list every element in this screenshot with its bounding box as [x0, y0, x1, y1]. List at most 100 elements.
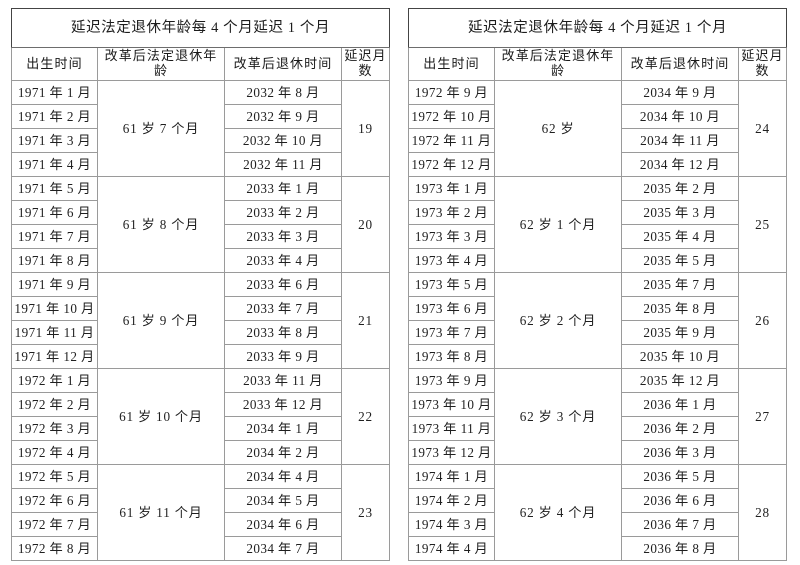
cell-retirement-date: 2035 年 7 月 — [621, 272, 739, 297]
cell-birth-time: 1971 年 6 月 — [11, 200, 98, 225]
cell-delay-months: 24 — [737, 80, 788, 177]
cell-retirement-date: 2035 年 4 月 — [621, 224, 739, 249]
table-title: 延迟法定退休年龄每 4 个月延迟 1 个月 — [408, 8, 787, 48]
table-row: 1971 年 8 月 2033 年 4 月 — [11, 248, 390, 273]
cell-retirement-date: 2036 年 5 月 — [621, 464, 739, 489]
cell-retirement-date: 2034 年 2 月 — [224, 440, 342, 465]
cell-birth-time: 1972 年 12 月 — [408, 152, 495, 177]
table-row: 1973 年 6 月 2035 年 8 月 — [408, 296, 787, 321]
cell-retirement-age: 61 岁 9 个月 — [97, 272, 225, 369]
cell-retirement-date: 2034 年 9 月 — [621, 80, 739, 105]
cell-retirement-age: 61 岁 7 个月 — [97, 80, 225, 177]
cell-retirement-date: 2033 年 9 月 — [224, 344, 342, 369]
table-row: 1974 年 1 月 62 岁 4 个月 2036 年 5 月 28 — [408, 464, 788, 561]
cell-birth-time: 1974 年 3 月 — [408, 512, 495, 537]
table-header-row: 出生时间 改革后法定退休年龄 改革后退休时间 延迟月数 — [11, 47, 391, 81]
cell-delay-months: 26 — [737, 272, 788, 369]
table-header-row: 出生时间 改革后法定退休年龄 改革后退休时间 延迟月数 — [408, 47, 788, 81]
cell-retirement-age: 61 岁 8 个月 — [97, 176, 225, 273]
table-title-row: 延迟法定退休年龄每 4 个月延迟 1 个月 — [408, 8, 787, 48]
cell-retirement-age: 61 岁 10 个月 — [97, 368, 225, 465]
column-header-birth-time: 出生时间 — [408, 47, 495, 81]
cell-retirement-age: 62 岁 — [494, 80, 622, 177]
cell-retirement-date: 2033 年 2 月 — [224, 200, 342, 225]
cell-birth-time: 1972 年 6 月 — [11, 488, 98, 513]
cell-delay-months: 20 — [340, 176, 391, 273]
cell-birth-time: 1971 年 3 月 — [11, 128, 98, 153]
cell-retirement-date: 2036 年 3 月 — [621, 440, 739, 465]
cell-retirement-date: 2035 年 3 月 — [621, 200, 739, 225]
cell-retirement-date: 2032 年 10 月 — [224, 128, 342, 153]
table-row: 1971 年 4 月 2032 年 11 月 — [11, 152, 390, 177]
cell-birth-time: 1973 年 4 月 — [408, 248, 495, 273]
table-row: 1973 年 1 月 62 岁 1 个月 2035 年 2 月 25 — [408, 176, 788, 273]
cell-birth-time: 1971 年 12 月 — [11, 344, 98, 369]
table-title: 延迟法定退休年龄每 4 个月延迟 1 个月 — [11, 8, 390, 48]
cell-retirement-age: 62 岁 1 个月 — [494, 176, 622, 273]
table-row: 1971 年 6 月 2033 年 2 月 — [11, 200, 390, 225]
table-row: 1974 年 2 月 2036 年 6 月 — [408, 488, 787, 513]
retirement-table-right: 延迟法定退休年龄每 4 个月延迟 1 个月 出生时间 改革后法定退休年龄 改革后退休时… — [408, 8, 788, 561]
table-row: 1972 年 2 月 2033 年 12 月 — [11, 392, 390, 417]
cell-retirement-date: 2036 年 2 月 — [621, 416, 739, 441]
table-row: 1974 年 4 月 2036 年 8 月 — [408, 536, 787, 561]
table-row: 1973 年 3 月 2035 年 4 月 — [408, 224, 787, 249]
cell-delay-months: 27 — [737, 368, 788, 465]
table-row: 1972 年 10 月 2034 年 10 月 — [408, 104, 787, 129]
cell-retirement-date: 2034 年 1 月 — [224, 416, 342, 441]
table-row: 1971 年 11 月 2033 年 8 月 — [11, 320, 390, 345]
cell-birth-time: 1971 年 2 月 — [11, 104, 98, 129]
cell-birth-time: 1973 年 1 月 — [408, 176, 495, 201]
table-title-row: 延迟法定退休年龄每 4 个月延迟 1 个月 — [11, 8, 390, 48]
cell-delay-months: 28 — [737, 464, 788, 561]
cell-retirement-date: 2033 年 3 月 — [224, 224, 342, 249]
cell-retirement-age: 62 岁 4 个月 — [494, 464, 622, 561]
cell-birth-time: 1972 年 2 月 — [11, 392, 98, 417]
cell-birth-time: 1972 年 4 月 — [11, 440, 98, 465]
cell-birth-time: 1973 年 10 月 — [408, 392, 495, 417]
cell-retirement-date: 2035 年 10 月 — [621, 344, 739, 369]
cell-retirement-date: 2033 年 1 月 — [224, 176, 342, 201]
cell-delay-months: 21 — [340, 272, 391, 369]
cell-birth-time: 1973 年 6 月 — [408, 296, 495, 321]
cell-retirement-date: 2033 年 4 月 — [224, 248, 342, 273]
cell-birth-time: 1973 年 11 月 — [408, 416, 495, 441]
table-row: 1972 年 9 月 62 岁 2034 年 9 月 24 — [408, 80, 788, 177]
table-row: 1973 年 9 月 62 岁 3 个月 2035 年 12 月 27 — [408, 368, 788, 465]
cell-retirement-date: 2035 年 2 月 — [621, 176, 739, 201]
cell-birth-time: 1973 年 2 月 — [408, 200, 495, 225]
cell-birth-time: 1973 年 7 月 — [408, 320, 495, 345]
cell-birth-time: 1973 年 12 月 — [408, 440, 495, 465]
cell-retirement-date: 2034 年 10 月 — [621, 104, 739, 129]
cell-birth-time: 1972 年 10 月 — [408, 104, 495, 129]
table-row: 1971 年 10 月 2033 年 7 月 — [11, 296, 390, 321]
cell-retirement-age: 62 岁 3 个月 — [494, 368, 622, 465]
retirement-table-left-wrapper: 延迟法定退休年龄每 4 个月延迟 1 个月 出生时间 改革后法定退休年龄 改革后退休时… — [11, 8, 391, 561]
table-row: 1972 年 1 月 61 岁 10 个月 2033 年 11 月 22 — [11, 368, 391, 465]
retirement-table-left-body: 延迟法定退休年龄每 4 个月延迟 1 个月 出生时间 改革后法定退休年龄 改革后退休时… — [11, 8, 391, 561]
cell-birth-time: 1974 年 4 月 — [408, 536, 495, 561]
cell-birth-time: 1971 年 10 月 — [11, 296, 98, 321]
column-header-delay-months: 延迟月数 — [737, 47, 788, 81]
cell-birth-time: 1973 年 8 月 — [408, 344, 495, 369]
cell-birth-time: 1972 年 11 月 — [408, 128, 495, 153]
table-row: 1972 年 5 月 61 岁 11 个月 2034 年 4 月 23 — [11, 464, 391, 561]
cell-retirement-date: 2034 年 12 月 — [621, 152, 739, 177]
cell-retirement-date: 2035 年 5 月 — [621, 248, 739, 273]
cell-birth-time: 1971 年 5 月 — [11, 176, 98, 201]
column-header-retirement-age: 改革后法定退休年龄 — [97, 47, 225, 81]
table-row: 1971 年 1 月 61 岁 7 个月 2032 年 8 月 19 — [11, 80, 391, 177]
table-row: 1972 年 11 月 2034 年 11 月 — [408, 128, 787, 153]
cell-retirement-date: 2033 年 6 月 — [224, 272, 342, 297]
table-row: 1971 年 7 月 2033 年 3 月 — [11, 224, 390, 249]
column-header-retirement-date: 改革后退休时间 — [224, 47, 342, 81]
table-row: 1973 年 11 月 2036 年 2 月 — [408, 416, 787, 441]
retirement-table-left: 延迟法定退休年龄每 4 个月延迟 1 个月 出生时间 改革后法定退休年龄 改革后退休时… — [11, 8, 391, 561]
cell-retirement-date: 2032 年 9 月 — [224, 104, 342, 129]
cell-birth-time: 1971 年 7 月 — [11, 224, 98, 249]
table-row: 1973 年 5 月 62 岁 2 个月 2035 年 7 月 26 — [408, 272, 788, 369]
column-header-retirement-date: 改革后退休时间 — [621, 47, 739, 81]
retirement-table-right-body: 延迟法定退休年龄每 4 个月延迟 1 个月 出生时间 改革后法定退休年龄 改革后退休时… — [408, 8, 788, 561]
column-header-retirement-age: 改革后法定退休年龄 — [494, 47, 622, 81]
cell-retirement-date: 2034 年 11 月 — [621, 128, 739, 153]
